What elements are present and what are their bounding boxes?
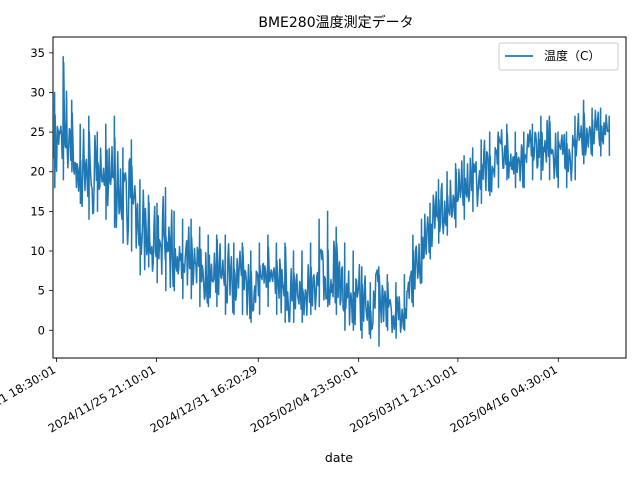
y-tick-label: 5 xyxy=(38,284,45,298)
y-tick-label: 0 xyxy=(38,323,45,337)
y-tick-label: 35 xyxy=(30,46,45,60)
series-layer xyxy=(53,56,611,347)
y-axis: 0 5 10 15 20 25 30 35 xyxy=(30,46,53,337)
y-tick-label: 10 xyxy=(30,244,45,258)
plot-area xyxy=(52,36,627,359)
y-tick-label: 25 xyxy=(30,125,45,139)
y-tick-label: 20 xyxy=(30,165,45,179)
y-tick-label: 30 xyxy=(30,85,45,99)
plot-frame xyxy=(52,36,627,359)
legend: 温度（C） xyxy=(498,42,619,71)
legend-box xyxy=(498,42,619,71)
y-tick-label: 15 xyxy=(30,204,45,218)
series-line-temperature xyxy=(53,56,611,347)
legend-label: 温度（C） xyxy=(544,48,600,63)
chart-title: BME280温度測定データ xyxy=(258,14,413,31)
x-axis-title: date xyxy=(325,450,353,465)
